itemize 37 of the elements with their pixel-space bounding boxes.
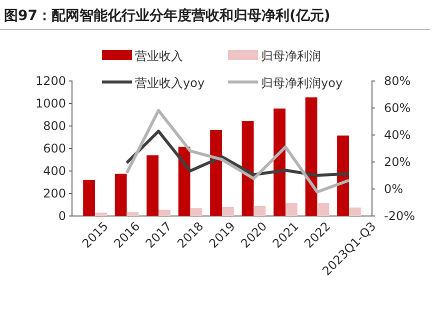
- line-series: [125, 108, 350, 194]
- bar: [317, 203, 330, 216]
- y2-tick-label: 40%: [384, 128, 411, 142]
- bar: [210, 130, 222, 216]
- bar: [95, 212, 107, 216]
- y2-tick-label: 0%: [384, 182, 404, 196]
- y-tick-label: 0: [58, 208, 66, 223]
- legend-label: 归母净利润: [261, 49, 321, 63]
- bar: [190, 208, 202, 216]
- chart-title: 图97：配网智能化行业分年度营收和归母净利(亿元): [4, 7, 330, 24]
- bar: [83, 180, 96, 216]
- y-tick-label: 1200: [35, 74, 66, 88]
- bar: [126, 212, 139, 216]
- bar: [158, 210, 170, 216]
- y-tick-label: 1000: [35, 96, 66, 110]
- y-tick-label: 200: [43, 186, 66, 200]
- legend-label: 归母净利润yoy: [261, 76, 343, 90]
- y2-tick-label: 60%: [384, 100, 411, 115]
- y-tick-label: 600: [43, 141, 66, 156]
- bar: [337, 136, 349, 216]
- y2-tick-label: -20%: [384, 208, 416, 223]
- bar: [146, 155, 159, 216]
- y2-tick-label: 80%: [384, 74, 411, 88]
- y2-tick-label: 20%: [384, 154, 411, 169]
- bar: [274, 108, 286, 216]
- y-tick-label: 400: [43, 164, 66, 178]
- bar: [222, 207, 234, 216]
- bar: [178, 146, 190, 216]
- line-series: [125, 130, 350, 177]
- bar: [348, 208, 361, 216]
- bar: [285, 203, 298, 216]
- y-tick-label: 800: [43, 118, 66, 133]
- legend-label: 营业收入yoy: [135, 76, 205, 90]
- bar: [305, 97, 318, 216]
- bar: [254, 206, 266, 216]
- bar: [114, 174, 127, 216]
- legend-label: 营业收入: [135, 49, 183, 63]
